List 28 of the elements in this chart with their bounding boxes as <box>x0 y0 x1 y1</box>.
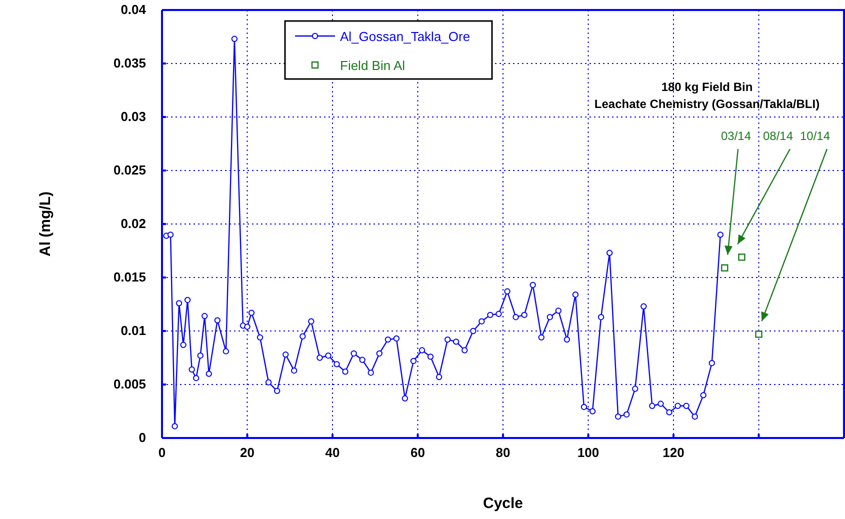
x-tick-label: 80 <box>496 445 510 460</box>
point <box>755 330 762 338</box>
point <box>721 264 728 272</box>
annotation: 180 kg Field Bin <box>661 80 753 94</box>
legend-label: Field Bin Al <box>340 58 406 73</box>
y-tick-label: 0.03 <box>120 109 146 124</box>
annotation: Leachate Chemistry (Gossan/Takla/BLI) <box>594 97 820 111</box>
x-tick-label: 60 <box>410 445 425 460</box>
x-tick-label: 120 <box>662 445 684 460</box>
y-axis-title: Al (mg/L) <box>37 192 54 256</box>
point <box>738 254 746 261</box>
y-tick-label: 0.04 <box>120 2 147 18</box>
y-tick-label: 0 <box>138 430 146 446</box>
y-tick-label: 0.02 <box>120 216 146 232</box>
annotation: 08/14 <box>762 129 794 143</box>
annotation: 03/14 <box>720 129 752 143</box>
y-tick-label: 0.015 <box>113 270 146 285</box>
annotation: 10/14 <box>800 129 830 143</box>
y-tick-label: 0.035 <box>113 56 146 71</box>
x-tick-label: 100 <box>577 445 600 460</box>
x-tick-label: 20 <box>240 445 254 460</box>
x-tick-label: 0 <box>158 445 166 460</box>
x-axis-title: Cycle <box>482 495 524 512</box>
x-tick-label: 40 <box>325 445 340 460</box>
y-tick-label: 0.005 <box>113 376 146 392</box>
y-tick-label: 0.025 <box>113 162 146 178</box>
legend-label: Al_Gossan_Takla_Ore <box>340 29 470 44</box>
y-tick-label: 0.01 <box>120 323 146 338</box>
